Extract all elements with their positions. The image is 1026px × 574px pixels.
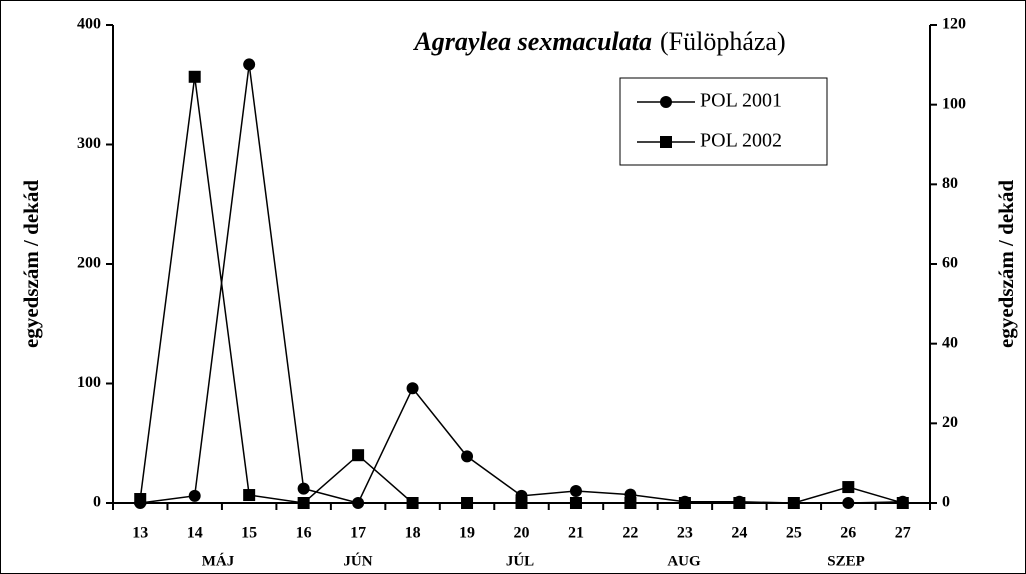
data-point: [188, 70, 201, 83]
data-point: [243, 58, 256, 71]
x-tick-label: 25: [786, 525, 802, 542]
data-point: [787, 497, 800, 509]
x-tick-label: 22: [622, 525, 638, 542]
x-tick-label: 15: [241, 525, 257, 542]
data-point: [406, 497, 419, 509]
data-point: [134, 493, 147, 506]
data-point: [461, 450, 474, 463]
x-tick-label: 16: [296, 525, 312, 542]
data-point: [352, 497, 365, 509]
x-tick-label: 19: [459, 525, 475, 542]
x-tick-label: 27: [895, 525, 911, 542]
y2-tick-label: 20: [942, 414, 958, 431]
data-point: [188, 489, 201, 502]
y2-tick-label: 60: [942, 255, 958, 272]
data-point: [569, 485, 582, 498]
month-label: SZEP: [827, 553, 865, 569]
title-species: Agraylea sexmaculata: [412, 27, 652, 56]
y2-axis-label: egyedszám / dekád: [994, 180, 1018, 348]
x-tick-label: 17: [350, 525, 366, 542]
title-place: (Fülöpháza): [660, 27, 786, 56]
x-tick-label: 24: [731, 525, 747, 542]
data-point: [896, 497, 909, 509]
y2-tick-label: 0: [942, 494, 950, 511]
x-tick-label: 20: [514, 525, 530, 542]
data-point: [406, 382, 419, 395]
y2-tick-label: 80: [942, 175, 958, 192]
data-point: [678, 497, 691, 509]
y-tick-label: 0: [93, 494, 101, 511]
data-point: [297, 497, 310, 509]
month-label: JÚL: [506, 552, 534, 569]
x-tick-label: 23: [677, 525, 693, 542]
data-point: [733, 497, 746, 509]
x-tick-label: 18: [405, 525, 421, 542]
y2-tick-label: 120: [942, 16, 966, 33]
y-tick-label: 100: [77, 374, 101, 391]
legend-marker: [660, 136, 672, 148]
y-tick-label: 300: [77, 135, 101, 152]
data-point: [461, 497, 474, 509]
month-label: JÚN: [343, 552, 372, 569]
legend-marker: [660, 96, 672, 108]
legend-label: POL 2001: [700, 90, 782, 112]
data-point: [842, 497, 855, 509]
data-point: [243, 489, 256, 502]
legend-label: POL 2002: [700, 130, 782, 152]
y-axis-label: egyedszám / dekád: [19, 180, 43, 348]
data-point: [569, 497, 582, 509]
y2-tick-label: 100: [942, 95, 966, 112]
x-tick-label: 21: [568, 525, 584, 542]
data-point: [842, 481, 855, 494]
month-label: AUG: [667, 553, 701, 569]
x-tick-label: 13: [132, 525, 148, 542]
y-tick-label: 200: [77, 255, 101, 272]
x-tick-label: 26: [840, 525, 856, 542]
y2-tick-label: 40: [942, 334, 958, 351]
data-point: [624, 497, 637, 509]
data-point: [297, 482, 310, 495]
chart-title: Agraylea sexmaculata (Fülöpháza): [412, 27, 785, 56]
legend: [619, 77, 828, 166]
x-tick-label: 14: [187, 525, 203, 542]
data-point: [352, 449, 365, 462]
month-label: MÁJ: [202, 552, 235, 569]
data-point: [515, 497, 528, 509]
y-tick-label: 400: [77, 16, 101, 33]
